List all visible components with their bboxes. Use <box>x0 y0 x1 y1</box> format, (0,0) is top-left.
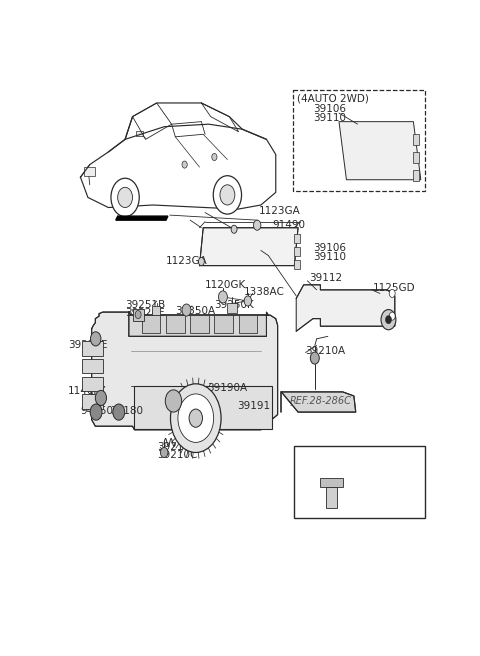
Text: 39191: 39191 <box>237 401 270 411</box>
Text: 39250K: 39250K <box>215 300 254 310</box>
Bar <box>294 234 300 243</box>
Polygon shape <box>339 121 421 180</box>
Circle shape <box>91 332 101 346</box>
Bar <box>142 315 160 333</box>
Circle shape <box>218 291 228 303</box>
Circle shape <box>244 296 252 306</box>
Bar <box>294 247 300 256</box>
Text: 39210: 39210 <box>156 442 190 453</box>
Text: 1140FY: 1140FY <box>68 386 107 396</box>
Text: 39350A: 39350A <box>175 306 216 316</box>
Bar <box>413 170 420 181</box>
Text: 39112: 39112 <box>309 274 342 283</box>
Polygon shape <box>296 285 395 331</box>
Circle shape <box>113 404 125 420</box>
Text: 1338AC: 1338AC <box>244 287 285 297</box>
Text: 39210C: 39210C <box>156 450 197 460</box>
Circle shape <box>311 352 319 364</box>
Circle shape <box>220 185 235 205</box>
Text: 94750: 94750 <box>81 406 113 416</box>
Polygon shape <box>129 312 268 337</box>
Circle shape <box>135 310 141 319</box>
Circle shape <box>178 394 214 442</box>
Circle shape <box>389 289 395 297</box>
Polygon shape <box>321 478 343 487</box>
Bar <box>413 152 420 163</box>
Polygon shape <box>200 228 298 266</box>
Circle shape <box>165 390 181 412</box>
Bar <box>228 304 237 313</box>
Text: 39110: 39110 <box>313 251 346 262</box>
Circle shape <box>189 409 203 427</box>
Circle shape <box>389 312 395 320</box>
Text: 39225E: 39225E <box>125 308 165 318</box>
Text: 39106: 39106 <box>313 104 346 114</box>
Text: 1125GD: 1125GD <box>372 283 415 293</box>
Circle shape <box>90 404 102 420</box>
Bar <box>294 447 424 518</box>
Polygon shape <box>116 216 168 220</box>
Bar <box>413 134 420 146</box>
Circle shape <box>182 161 187 168</box>
Text: 1120GK: 1120GK <box>205 280 246 290</box>
Circle shape <box>385 316 392 323</box>
Bar <box>84 167 96 176</box>
Circle shape <box>213 176 241 214</box>
Circle shape <box>96 390 107 405</box>
Text: 39106: 39106 <box>313 243 346 253</box>
Circle shape <box>182 304 191 316</box>
Text: 39180: 39180 <box>110 406 143 416</box>
Text: 39110: 39110 <box>313 113 346 123</box>
Circle shape <box>231 225 237 234</box>
Circle shape <box>253 220 261 230</box>
Bar <box>152 306 160 315</box>
Circle shape <box>198 258 204 266</box>
Bar <box>83 377 103 391</box>
Bar <box>190 315 209 333</box>
Text: 39251B: 39251B <box>125 300 165 310</box>
Text: 39210A: 39210A <box>305 346 346 356</box>
Circle shape <box>118 188 132 207</box>
Circle shape <box>160 447 168 458</box>
Text: 1123GA: 1123GA <box>259 206 301 216</box>
Circle shape <box>111 178 139 216</box>
Bar <box>136 131 143 136</box>
Circle shape <box>212 154 217 161</box>
Text: 91490: 91490 <box>272 220 305 230</box>
Polygon shape <box>281 392 356 412</box>
Bar <box>292 90 424 191</box>
Text: 39190A: 39190A <box>207 383 247 393</box>
Bar <box>294 260 300 269</box>
Bar <box>132 308 144 321</box>
Text: (4AUTO 2WD): (4AUTO 2WD) <box>297 94 369 104</box>
Bar <box>239 315 257 333</box>
Text: 1123GA: 1123GA <box>166 256 208 266</box>
Bar <box>166 315 185 333</box>
Bar <box>83 341 103 356</box>
Text: 39220E: 39220E <box>68 340 108 350</box>
Bar <box>83 394 103 409</box>
Circle shape <box>170 384 221 453</box>
Bar <box>134 386 272 429</box>
Text: REF.28-286C: REF.28-286C <box>290 396 352 406</box>
Bar <box>326 487 337 508</box>
Circle shape <box>381 310 396 330</box>
Bar <box>215 315 233 333</box>
Polygon shape <box>92 312 277 430</box>
Text: 1140FA: 1140FA <box>300 449 338 459</box>
Bar <box>83 359 103 373</box>
